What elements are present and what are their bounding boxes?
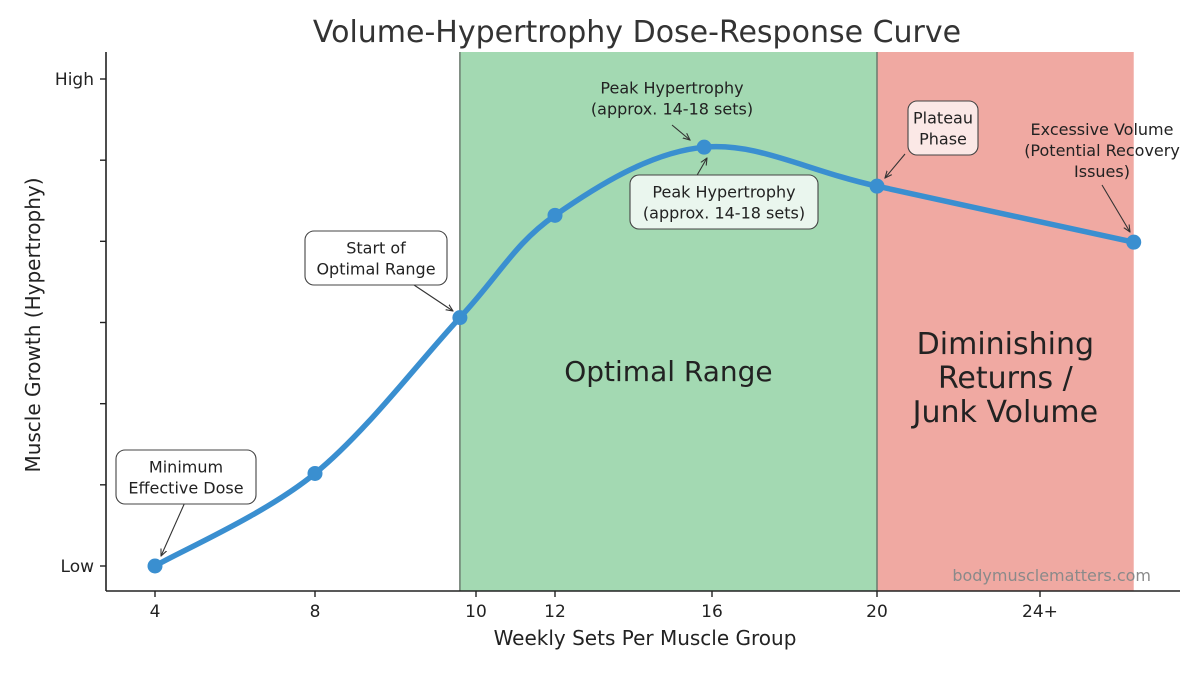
x-axis-label: Weekly Sets Per Muscle Group — [494, 626, 797, 650]
annotation-text: Peak Hypertrophy — [652, 183, 795, 202]
annotation-text: (Potential Recovery — [1024, 141, 1180, 160]
y-tick-label: High — [55, 70, 94, 90]
annotation-text: Phase — [919, 130, 967, 149]
data-point — [696, 139, 712, 155]
annotation-text: Start of — [346, 239, 406, 258]
data-point — [307, 465, 323, 481]
x-tick-label: 12 — [544, 602, 566, 622]
annotation-text: Effective Dose — [128, 479, 243, 498]
watermark: bodymusclematters.com — [952, 566, 1151, 585]
annotation-box — [907, 100, 979, 156]
annotation-text: Excessive Volume — [1031, 120, 1174, 139]
annotation-arrow — [885, 153, 906, 178]
annotation-text: Minimum — [149, 458, 223, 477]
x-tick-label: 8 — [310, 602, 321, 622]
annotation-box — [115, 449, 257, 505]
x-tick-label: 24+ — [1022, 602, 1058, 622]
y-axis-label: Muscle Growth (Hypertrophy) — [21, 177, 45, 472]
annotation-text: Optimal Range — [316, 260, 435, 279]
annotation-arrow — [1101, 184, 1130, 232]
annotation-arrow — [671, 124, 690, 140]
annotation-box — [304, 230, 448, 286]
region-label: Returns / — [938, 361, 1074, 396]
annotation-text: Issues) — [1074, 162, 1130, 181]
data-point — [147, 558, 163, 574]
annotation-box — [629, 174, 819, 230]
x-tick-label: 20 — [866, 602, 888, 622]
annotation-text: Plateau — [913, 109, 973, 128]
region-label: Optimal Range — [564, 355, 772, 388]
x-tick-label: 10 — [465, 602, 487, 622]
annotation-text: Peak Hypertrophy — [600, 79, 743, 98]
annotation-arrow — [161, 499, 187, 556]
data-point — [869, 178, 885, 194]
data-point — [547, 207, 563, 223]
y-tick-label: Low — [61, 557, 95, 577]
annotation-text: (approx. 14-18 sets) — [591, 100, 753, 119]
annotation-arrow — [413, 284, 453, 311]
x-tick-label: 16 — [701, 602, 723, 622]
data-point — [1126, 234, 1142, 250]
region-0 — [459, 52, 877, 591]
annotation-text: (approx. 14-18 sets) — [643, 204, 805, 223]
chart-title: Volume-Hypertrophy Dose-Response Curve — [313, 15, 961, 50]
region-label: Junk Volume — [911, 395, 1098, 430]
data-point — [452, 310, 468, 326]
annotation-arrow — [695, 158, 707, 178]
region-label: Diminishing — [917, 327, 1094, 362]
x-tick-label: 4 — [150, 602, 161, 622]
